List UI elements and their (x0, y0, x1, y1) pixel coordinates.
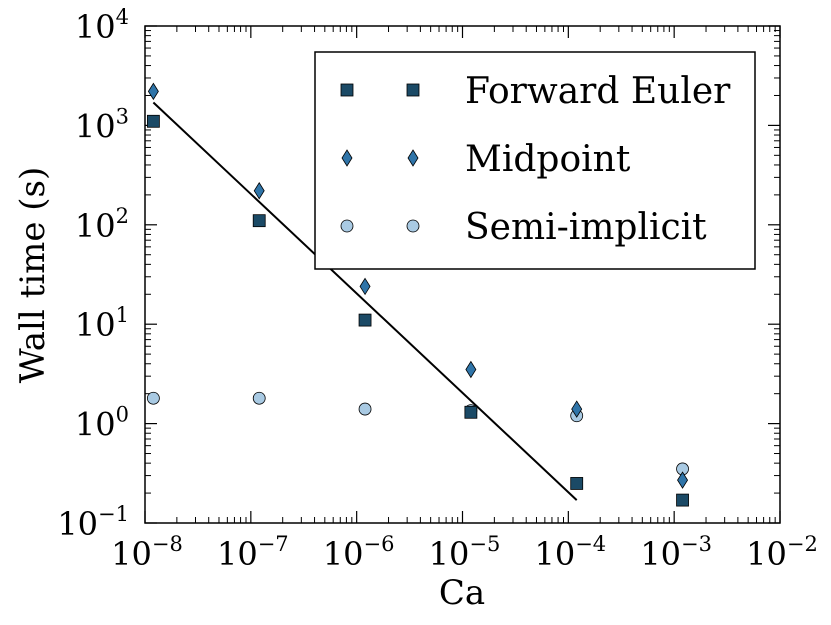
semi-implicit-point (146, 391, 160, 405)
legend-box (314, 51, 756, 270)
y-tick-label-base: 10 (75, 107, 116, 145)
x-tick-label-base: 10 (746, 535, 787, 573)
midpoint-point (147, 82, 159, 101)
y-tick-label-exponent: 1 (116, 303, 129, 327)
midpoint-point (677, 471, 689, 489)
y-tick-label-base: 10 (75, 406, 116, 444)
fit-line (152, 101, 578, 501)
x-tick-label-base: 10 (429, 535, 470, 573)
x-tick-label: 10−4 (534, 532, 606, 573)
x-tick-label: 10−8 (111, 532, 183, 573)
forward-euler-point (570, 477, 584, 490)
x-tick-label: 10−5 (429, 532, 501, 573)
x-tick-label-exponent: −7 (258, 532, 289, 556)
y-tick-label: 10−1 (57, 502, 129, 543)
legend-marker-forward-euler (340, 83, 354, 97)
semi-implicit-point (358, 402, 372, 416)
midpoint-point (359, 277, 371, 296)
legend-marker-semi-implicit (406, 219, 420, 233)
y-tick-label-exponent: 4 (116, 5, 129, 29)
midpoint-point (465, 360, 477, 379)
x-tick-label-base: 10 (534, 535, 575, 573)
x-tick-label-base: 10 (323, 535, 364, 573)
y-tick-label: 103 (75, 104, 129, 145)
y-tick-label-exponent: 3 (116, 104, 129, 128)
y-axis-label: Wall time (s) (13, 167, 53, 384)
semi-implicit-point (252, 391, 266, 405)
x-tick-label-base: 10 (111, 535, 152, 573)
y-tick-label: 104 (75, 5, 129, 46)
x-tick-label-exponent: −6 (364, 532, 395, 556)
x-tick-label: 10−6 (323, 532, 395, 573)
x-tick-label-exponent: −2 (787, 532, 818, 556)
ticks (144, 25, 781, 524)
midpoint-point (571, 400, 583, 418)
forward-euler-point (252, 214, 266, 228)
x-axis-label: Ca (439, 573, 485, 613)
x-tick-label: 10−3 (640, 532, 712, 573)
x-tick-label-base: 10 (640, 535, 681, 573)
legend-marker-midpoint (341, 149, 353, 167)
tick-labels: 10−8 10−7 10−6 10−5 10−4 10−3 10−210−110010110… (57, 5, 818, 573)
y-tick-label: 100 (75, 403, 129, 444)
forward-euler-point (464, 405, 478, 419)
x-tick-label: 10−2 (746, 532, 818, 573)
forward-euler-point (146, 114, 160, 128)
data-points (146, 82, 689, 507)
y-tick-label: 101 (75, 303, 129, 344)
y-tick-label-base: 10 (75, 8, 116, 46)
x-tick-label-exponent: −3 (681, 532, 712, 556)
legend: Forward Euler Midpoint Semi-implicit (314, 51, 756, 270)
fit-line-group (152, 101, 578, 501)
forward-euler-point (358, 313, 372, 327)
y-tick-label-exponent: 0 (116, 403, 129, 427)
legend-label-forward-euler: Forward Euler (465, 71, 731, 112)
x-tick-label-exponent: −8 (152, 532, 183, 556)
y-tick-label-base: 10 (75, 207, 116, 245)
y-tick-label-base: 10 (75, 306, 116, 344)
y-tick-label-base: 10 (57, 505, 98, 543)
x-tick-label-exponent: −5 (469, 532, 500, 556)
legend-label-midpoint: Midpoint (465, 139, 631, 180)
x-tick-label: 10−7 (217, 532, 289, 573)
midpoint-point (253, 182, 265, 200)
legend-marker-midpoint (407, 149, 419, 167)
x-tick-label-base: 10 (217, 535, 258, 573)
y-tick-label: 102 (75, 204, 129, 245)
legend-marker-semi-implicit (340, 219, 354, 233)
legend-label-semi-implicit: Semi-implicit (465, 207, 707, 248)
y-tick-label-exponent: −1 (98, 502, 129, 526)
legend-marker-forward-euler (406, 83, 420, 97)
y-tick-label-exponent: 2 (116, 204, 129, 228)
forward-euler-point (676, 493, 689, 507)
x-tick-label-exponent: −4 (575, 532, 606, 556)
